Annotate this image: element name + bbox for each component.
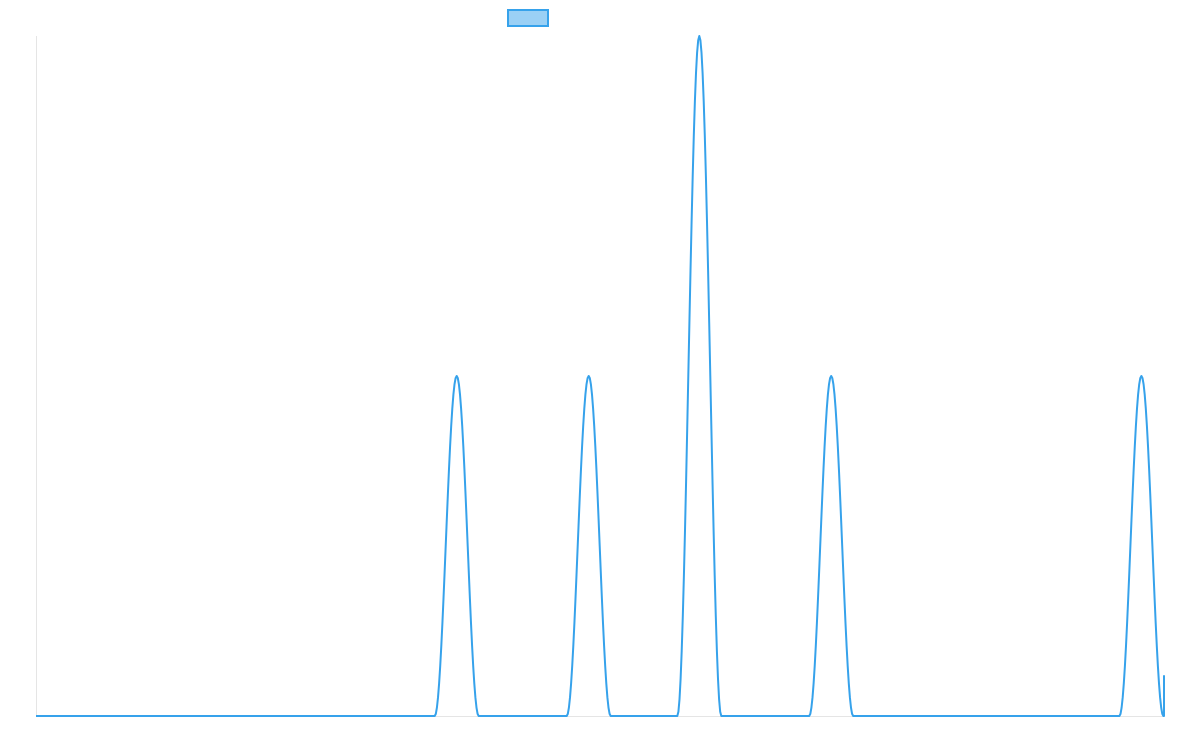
series-line [36, 35, 1165, 717]
legend[interactable] [507, 9, 549, 27]
peak-point-1[interactable] [453, 372, 461, 380]
peak-point-4[interactable] [827, 372, 835, 380]
legend-swatch[interactable] [507, 9, 549, 27]
plot-area [36, 32, 1165, 717]
peak-point-3[interactable] [695, 32, 703, 40]
peak-point-5[interactable] [1137, 372, 1145, 380]
peak-point-2[interactable] [585, 372, 593, 380]
